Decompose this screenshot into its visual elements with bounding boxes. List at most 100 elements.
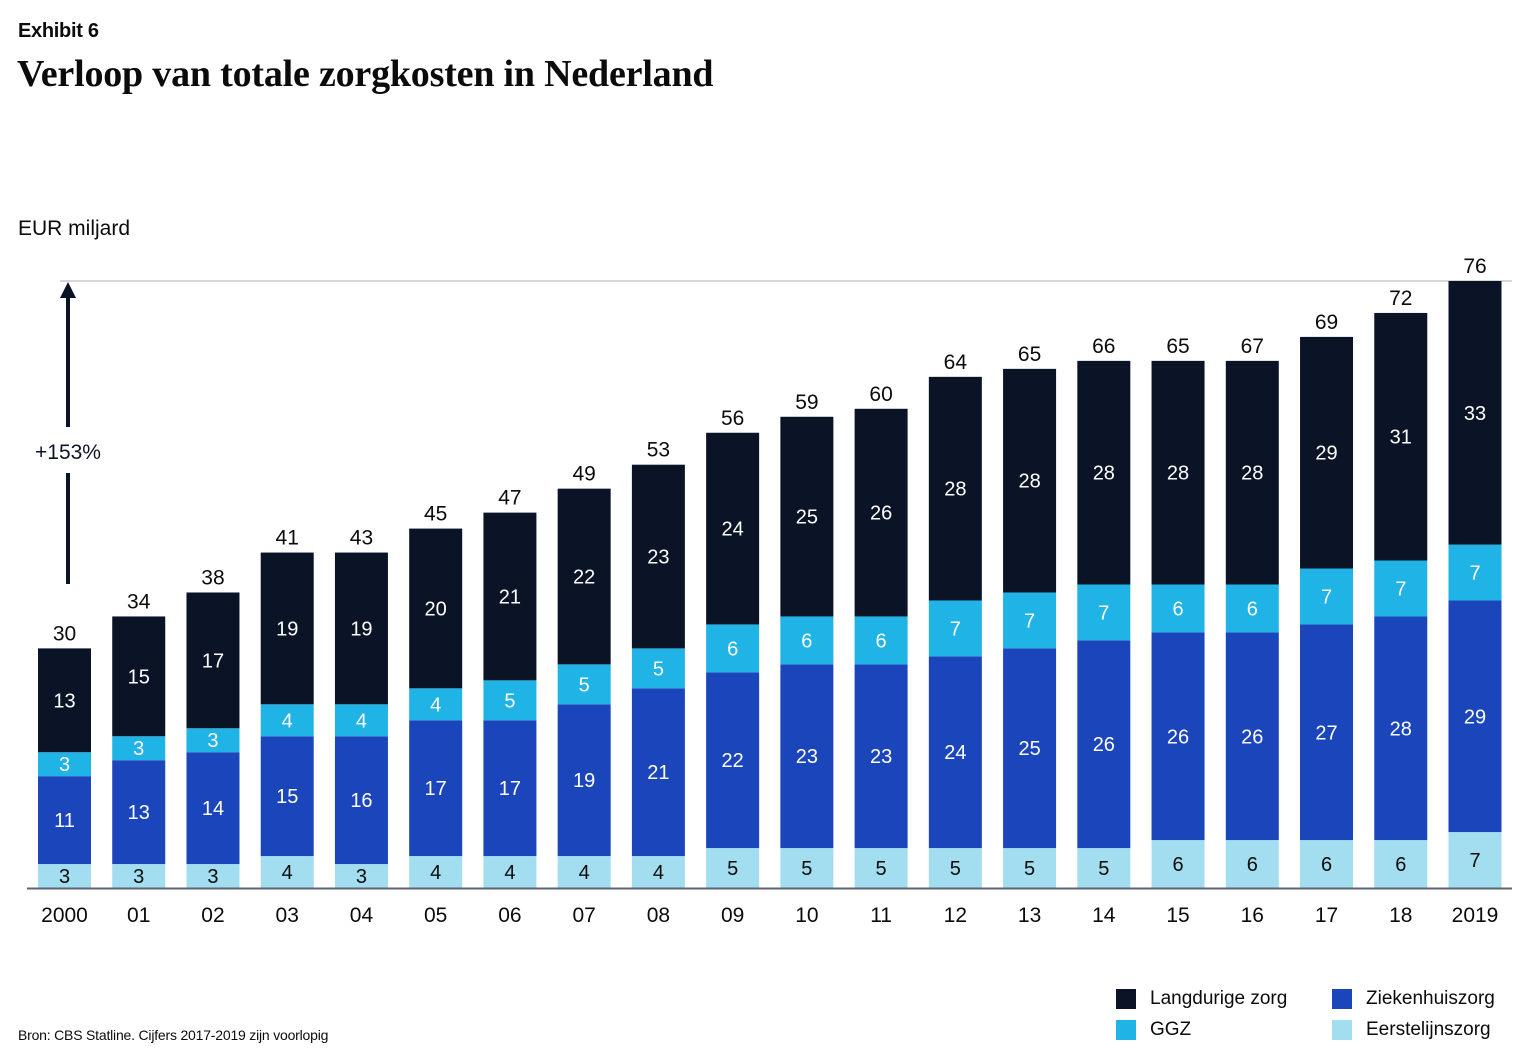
segment-ggz-18 — [1374, 560, 1428, 617]
segment-ggz-04 — [334, 704, 388, 737]
bar-03: 4 15 4 19 41 — [260, 527, 314, 888]
segment-label: 5 — [801, 858, 812, 880]
x-tick-label: 05 — [424, 904, 447, 927]
total-label: 49 — [572, 463, 595, 486]
total-label: 67 — [1241, 335, 1264, 358]
segment-label: 25 — [796, 507, 818, 529]
bar-17: 6 27 7 29 69 — [1300, 311, 1354, 888]
y-axis-label: EUR miljard — [18, 217, 131, 240]
legend-label: Langdurige zorg — [1150, 988, 1288, 1009]
segment-label: 29 — [1464, 706, 1486, 728]
segment-langdurige-zorg-02 — [186, 592, 240, 729]
segment-ziekenhuiszorg-05 — [409, 720, 463, 857]
segment-label: 28 — [1390, 718, 1412, 740]
bar-16: 6 26 6 28 67 — [1225, 335, 1279, 888]
segment-label: 26 — [1093, 734, 1115, 756]
legend-label: Ziekenhuiszorg — [1366, 988, 1495, 1009]
segment-label: 5 — [950, 858, 961, 880]
segment-eerstelijnszorg-06 — [483, 856, 537, 888]
segment-langdurige-zorg-11 — [854, 408, 908, 617]
segment-label: 4 — [504, 862, 515, 884]
total-label: 56 — [721, 407, 744, 430]
segment-eerstelijnszorg-05 — [409, 856, 463, 888]
segment-ziekenhuiszorg-10 — [780, 664, 834, 849]
segment-ggz-11 — [854, 616, 908, 665]
segment-ziekenhuiszorg-07 — [557, 704, 611, 857]
x-tick-label: 07 — [572, 904, 595, 927]
segment-label: 6 — [1247, 598, 1258, 620]
segment-label: 5 — [653, 658, 664, 680]
segment-eerstelijnszorg-01 — [112, 864, 166, 888]
total-label: 66 — [1092, 335, 1115, 358]
legend-item-ziekenhuiszorg: Ziekenhuiszorg — [1332, 988, 1522, 1010]
segment-label: 17 — [499, 778, 521, 800]
segment-eerstelijnszorg-14 — [1077, 848, 1131, 888]
total-label: 53 — [647, 439, 670, 462]
segment-langdurige-zorg-18 — [1374, 312, 1428, 561]
segment-label: 7 — [1321, 586, 1332, 608]
segment-label: 5 — [504, 690, 515, 712]
total-label: 34 — [127, 590, 151, 613]
x-tick-label: 08 — [647, 904, 670, 927]
segment-eerstelijnszorg-09 — [706, 848, 760, 888]
segment-label: 27 — [1315, 722, 1337, 744]
segment-ziekenhuiszorg-17 — [1300, 624, 1354, 841]
segment-eerstelijnszorg-16 — [1225, 840, 1279, 888]
segment-label: 5 — [579, 674, 590, 696]
x-tick-label: 11 — [870, 904, 892, 927]
segment-ggz-2019 — [1448, 544, 1502, 601]
segment-label: 23 — [870, 746, 892, 768]
segment-ggz-13 — [1003, 592, 1057, 649]
exhibit-label: Exhibit 6 — [18, 20, 99, 42]
segment-ggz-2000 — [38, 752, 91, 777]
segment-label: 19 — [276, 618, 298, 640]
segment-label: 4 — [653, 862, 664, 884]
segment-eerstelijnszorg-07 — [557, 856, 611, 888]
segment-langdurige-zorg-14 — [1077, 360, 1131, 585]
legend-swatch — [1116, 1020, 1136, 1040]
segment-label: 3 — [207, 730, 218, 752]
segment-label: 7 — [1395, 578, 1406, 600]
segment-label: 6 — [1247, 854, 1258, 876]
total-label: 41 — [276, 527, 299, 550]
segment-label: 3 — [59, 754, 70, 776]
segment-langdurige-zorg-12 — [928, 376, 982, 601]
segment-label: 28 — [1018, 471, 1040, 493]
segment-label: 28 — [1167, 463, 1189, 485]
segment-label: 4 — [282, 862, 293, 884]
segment-ziekenhuiszorg-06 — [483, 720, 537, 857]
legend-swatch — [1116, 989, 1136, 1009]
x-tick-label: 01 — [127, 904, 150, 927]
bar-2019: 7 29 7 33 76 — [1448, 255, 1502, 888]
segment-ggz-09 — [706, 624, 760, 673]
chart-title: Verloop van totale zorgkosten in Nederla… — [17, 53, 714, 95]
segment-label: 6 — [1172, 854, 1183, 876]
segment-ggz-02 — [186, 728, 240, 753]
segment-label: 3 — [356, 866, 367, 888]
x-tick-label: 16 — [1241, 904, 1264, 927]
bar-08: 4 21 5 23 53 — [631, 439, 685, 888]
segment-langdurige-zorg-07 — [557, 488, 611, 665]
total-label: 64 — [944, 351, 968, 374]
segment-eerstelijnszorg-04 — [334, 864, 388, 888]
legend-label: Eerstelijnszorg — [1366, 1019, 1491, 1040]
segment-ggz-16 — [1225, 584, 1279, 633]
segment-eerstelijnszorg-02 — [186, 864, 240, 888]
segment-langdurige-zorg-04 — [334, 552, 388, 705]
segment-label: 28 — [944, 479, 966, 501]
bar-06: 4 17 5 21 47 — [483, 487, 537, 888]
segment-label: 3 — [59, 866, 70, 888]
growth-annotation: +153% — [35, 282, 101, 584]
segment-label: 26 — [1241, 726, 1263, 748]
segment-eerstelijnszorg-03 — [260, 856, 314, 888]
segment-label: 6 — [1395, 854, 1406, 876]
segment-langdurige-zorg-06 — [483, 512, 537, 681]
x-tick-label: 15 — [1166, 904, 1189, 927]
segment-label: 6 — [1321, 854, 1332, 876]
segment-eerstelijnszorg-15 — [1151, 840, 1205, 888]
segment-label: 3 — [207, 866, 218, 888]
segment-ziekenhuiszorg-08 — [631, 688, 685, 857]
segment-langdurige-zorg-03 — [260, 552, 314, 705]
segment-langdurige-zorg-08 — [631, 464, 685, 649]
